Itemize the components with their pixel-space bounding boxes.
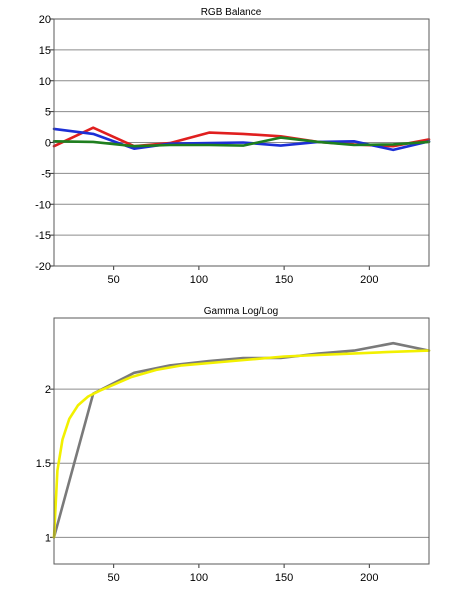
measured-gamma-line [52,341,431,539]
x-tick-label: 100 [190,572,208,584]
x-tick-label: 200 [360,274,378,286]
rgb-balance-x-ticks: 50 100 150 200 [108,266,379,286]
y-tick-label: -15 [35,230,51,242]
y-tick-label: -20 [35,261,51,273]
y-tick-label: 1.5 [36,458,51,470]
y-tick-label: 10 [39,76,51,88]
x-tick-label: 100 [190,274,208,286]
y-tick-label: 15 [39,45,51,57]
gamma-gridlines [54,388,429,538]
target-gamma-curve [52,349,431,539]
rgb-balance-title: RGB Balance [201,7,262,18]
gamma-title: Gamma Log/Log [204,306,279,317]
x-tick-label: 200 [360,572,378,584]
gamma-plot-frame [53,317,430,565]
y-tick-label: 5 [45,107,51,119]
rgb-balance-plot-frame [53,18,430,267]
gamma-x-ticks: 50 100 150 200 [108,564,379,584]
y-tick-label: 1 [45,532,51,544]
y-tick-label: 2 [45,384,51,396]
rgb-balance-series [52,126,431,152]
y-tick-label: -10 [35,199,51,211]
rgb-balance-chart: RGB Balance -20 -15 -10 -5 0 5 10 15 20 50 100 150… [35,7,431,286]
x-tick-label: 50 [108,274,120,286]
y-tick-label: -5 [41,168,51,180]
y-tick-label: 20 [39,14,51,26]
gamma-y-ticks: 11.52 [36,384,54,544]
x-tick-label: 150 [275,274,293,286]
green-balance-line [52,136,431,148]
x-tick-label: 50 [108,572,120,584]
y-tick-label: 0 [45,138,51,150]
gamma-series [52,341,431,539]
gamma-chart: Gamma Log/Log 11.52 50 100 150 200 [36,306,431,584]
rgb-balance-y-ticks: -20 -15 -10 -5 0 5 10 15 20 [35,14,54,273]
x-tick-label: 150 [275,572,293,584]
